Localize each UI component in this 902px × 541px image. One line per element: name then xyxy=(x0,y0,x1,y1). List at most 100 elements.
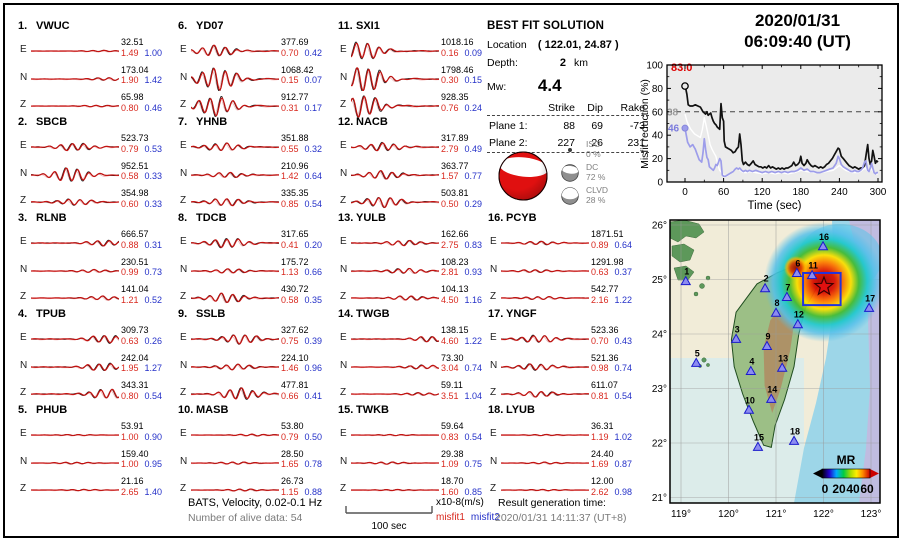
peak-amplitude: 26.73 xyxy=(281,476,304,486)
station-title: 2. SBCB xyxy=(18,116,176,128)
waveform-values: 32.51 1.49 1.00 xyxy=(121,37,162,58)
peak-amplitude: 611.07 xyxy=(591,380,618,390)
station-title: 12. NACB xyxy=(338,116,496,128)
station-number: 4. xyxy=(18,308,28,320)
peak-amplitude: 242.04 xyxy=(121,352,149,363)
peak-amplitude: 210.96 xyxy=(281,160,309,171)
plane2-label: Plane 2: xyxy=(489,137,528,149)
misfit1-value: 0.88 xyxy=(121,239,139,250)
plot-background xyxy=(667,65,882,182)
y-tick-label: 0 xyxy=(657,178,663,189)
waveform-plot xyxy=(501,240,589,246)
waveform-values: 59.64 0.83 0.54 xyxy=(441,421,482,442)
waveform-values: 36.31 1.19 1.02 xyxy=(591,421,632,442)
station-panel-SBCB: 2. SBCB E 523.73 0.79 0.53 N 952.51 0.58 0.33 Z 354… xyxy=(18,116,176,216)
misfit1-value: 0.41 xyxy=(281,239,299,250)
station-panel-TDCB: 8. TDCB E 317.65 0.41 0.20 N 175.72 1.13 0.66 Z 430… xyxy=(178,212,336,312)
map-lon-label: 123° xyxy=(861,509,882,520)
waveform-values: 242.04 1.95 1.27 xyxy=(121,353,162,374)
component-label: Z xyxy=(180,291,187,302)
misfit1-value: 2.16 xyxy=(591,294,609,305)
waveform-values: 21.16 2.65 1.40 xyxy=(121,476,162,497)
misfit-legend: misfit1 misfit2 xyxy=(436,512,500,523)
peak-amplitude: 317.65 xyxy=(281,229,309,239)
station-number: 11. xyxy=(338,20,353,32)
component-row-Z: Z 12.00 2.62 0.98 xyxy=(488,475,646,502)
colorbar-tick-label: 40 xyxy=(846,482,860,496)
station-panel-SXI1: 11. SXI1 E 1018.16 0.16 0.09 N 1798.46 0.30 0.15 Z… xyxy=(338,20,496,120)
station-panel-PCYB: 16. PCYB E 1871.51 0.89 0.64 N 1291.98 0.63 0.37 Z… xyxy=(488,212,646,312)
misfit1-value: 1.65 xyxy=(281,459,299,469)
map-station-label-17: 17 xyxy=(865,293,875,303)
misfit2-value: 0.52 xyxy=(144,294,163,305)
peak-amplitude: 36.31 xyxy=(591,421,614,431)
waveform-plot xyxy=(351,433,439,437)
mr-heat-secondary xyxy=(784,256,808,280)
misfit-values: 0.15 0.07 xyxy=(281,75,322,86)
misfit2-value: 0.33 xyxy=(144,171,163,181)
component-row-E: E 138.15 4.60 1.22 xyxy=(338,324,496,351)
waveform-values: 477.81 0.66 0.41 xyxy=(281,380,322,401)
y-axis-label: Misfit reduction (%) xyxy=(639,79,651,169)
misfit2-value: 1.16 xyxy=(464,294,483,305)
misfit2-value: 1.04 xyxy=(464,390,483,401)
component-label: N xyxy=(20,263,28,275)
component-row-Z: Z 65.98 0.80 0.46 xyxy=(18,91,176,118)
station-number: 12. xyxy=(338,116,354,128)
map-station-marker-17 xyxy=(863,302,875,312)
waveform-synthetic-trace xyxy=(501,335,589,343)
component-row-E: E 32.51 1.49 1.00 xyxy=(18,36,176,63)
misfit2-value: 0.43 xyxy=(614,335,633,346)
misfit2-value: 0.88 xyxy=(304,486,323,497)
waveform-plot xyxy=(501,295,589,301)
component-label: E xyxy=(490,236,497,247)
waveform-values: 317.65 0.41 0.20 xyxy=(281,229,322,250)
component-row-Z: Z 430.72 0.58 0.35 xyxy=(178,283,336,310)
component-label: E xyxy=(20,332,27,343)
waveform-plot xyxy=(191,433,279,437)
waveform-synthetic-trace xyxy=(191,363,279,370)
station-panel-TWKB: 15. TWKB E 59.64 0.83 0.54 N 29.38 1.09 0.75 Z 18.7… xyxy=(338,404,496,504)
waveform-plot xyxy=(501,433,589,437)
component-label: N xyxy=(340,263,348,275)
misfit-values: 2.65 1.40 xyxy=(121,487,162,498)
waveform-plot xyxy=(31,239,119,247)
component-label: E xyxy=(20,140,27,151)
misfit-values: 2.62 0.98 xyxy=(591,487,632,498)
peak-amplitude: 928.35 xyxy=(441,92,469,102)
fault-plane-table: Strike Dip Rake Plane 1: 88 69 -73 Plane… xyxy=(487,101,649,153)
component-row-E: E 53.91 1.00 0.90 xyxy=(18,420,176,447)
waveform-plot xyxy=(31,461,119,465)
waveform-synthetic-trace xyxy=(31,166,119,181)
peak-amplitude: 1068.42 xyxy=(281,64,314,75)
waveform-values: 1068.42 0.15 0.07 xyxy=(281,65,322,86)
misfit-values: 1.65 0.78 xyxy=(281,459,322,470)
mountain-ridge xyxy=(763,304,796,413)
misfit2-value: 0.66 xyxy=(304,267,323,277)
misfit2-value: 0.17 xyxy=(304,102,323,113)
waveform-synthetic-trace xyxy=(191,488,279,492)
component-row-N: N 1068.42 0.15 0.07 xyxy=(178,64,336,91)
moment-tensor-decomposition: ISO 0 % DC 72 % xyxy=(557,138,653,207)
plane1-row: Plane 1: 88 69 -73 xyxy=(489,120,645,132)
map-station-label-7: 7 xyxy=(785,282,790,292)
x-tick-label: 240 xyxy=(831,187,848,198)
map-station-label-2: 2 xyxy=(764,274,769,284)
misfit2-value: 0.07 xyxy=(304,75,323,85)
time-scale-bar: 100 sec xyxy=(345,503,433,532)
iso-label: ISO xyxy=(586,139,601,149)
waveform-values: 327.62 0.75 0.39 xyxy=(281,325,322,346)
peak-amplitude: 521.36 xyxy=(591,352,619,363)
peak-amplitude: 1018.16 xyxy=(441,37,474,47)
mw-value: 4.4 xyxy=(537,76,562,95)
waveform-plot xyxy=(501,391,589,398)
iso-pct: 0 % xyxy=(586,148,601,159)
component-label: N xyxy=(20,359,28,371)
peak-amplitude: 327.62 xyxy=(281,325,309,335)
waveform-plot xyxy=(31,166,119,182)
component-label: N xyxy=(180,71,188,83)
waveform-values: 26.73 1.15 0.88 xyxy=(281,476,322,497)
component-label: Z xyxy=(490,483,497,494)
map-station-label-18: 18 xyxy=(790,426,800,436)
peak-amplitude: 29.38 xyxy=(441,448,464,459)
